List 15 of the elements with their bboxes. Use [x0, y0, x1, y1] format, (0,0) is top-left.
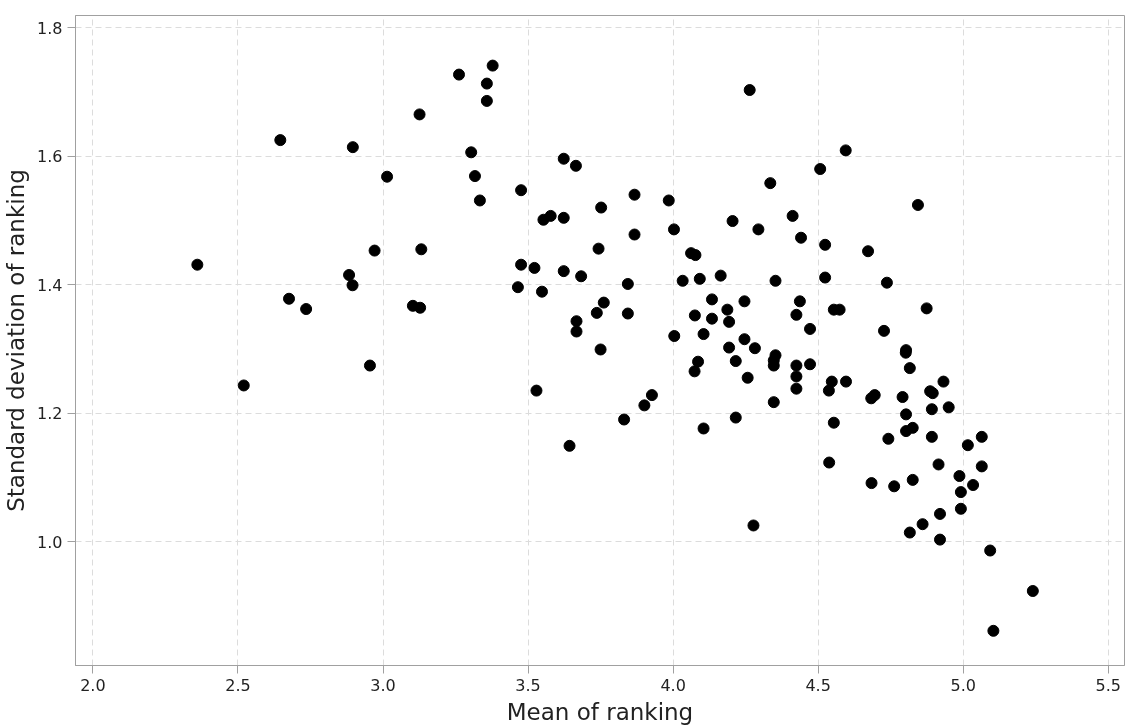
x-tick-label: 4.5 [805, 675, 831, 695]
y-tick-label: 1.6 [37, 147, 63, 167]
y-axis-title: Standard deviation of ranking [3, 169, 30, 512]
y-tick-label: 1.2 [37, 404, 63, 424]
x-tick-label: 5.5 [1095, 675, 1121, 695]
y-tick-label: 1.0 [37, 532, 63, 552]
x-tick-label: 2.0 [80, 675, 106, 695]
x-tick-label: 4.0 [660, 675, 686, 695]
x-tick-label: 3.5 [515, 675, 541, 695]
y-tick-label: 1.4 [37, 275, 63, 295]
x-tick-label: 3.0 [370, 675, 396, 695]
x-tick-label: 5.0 [950, 675, 976, 695]
x-axis-title: Mean of ranking [506, 698, 694, 725]
x-tick-label: 2.5 [225, 675, 251, 695]
y-tick-label: 1.8 [37, 18, 63, 38]
